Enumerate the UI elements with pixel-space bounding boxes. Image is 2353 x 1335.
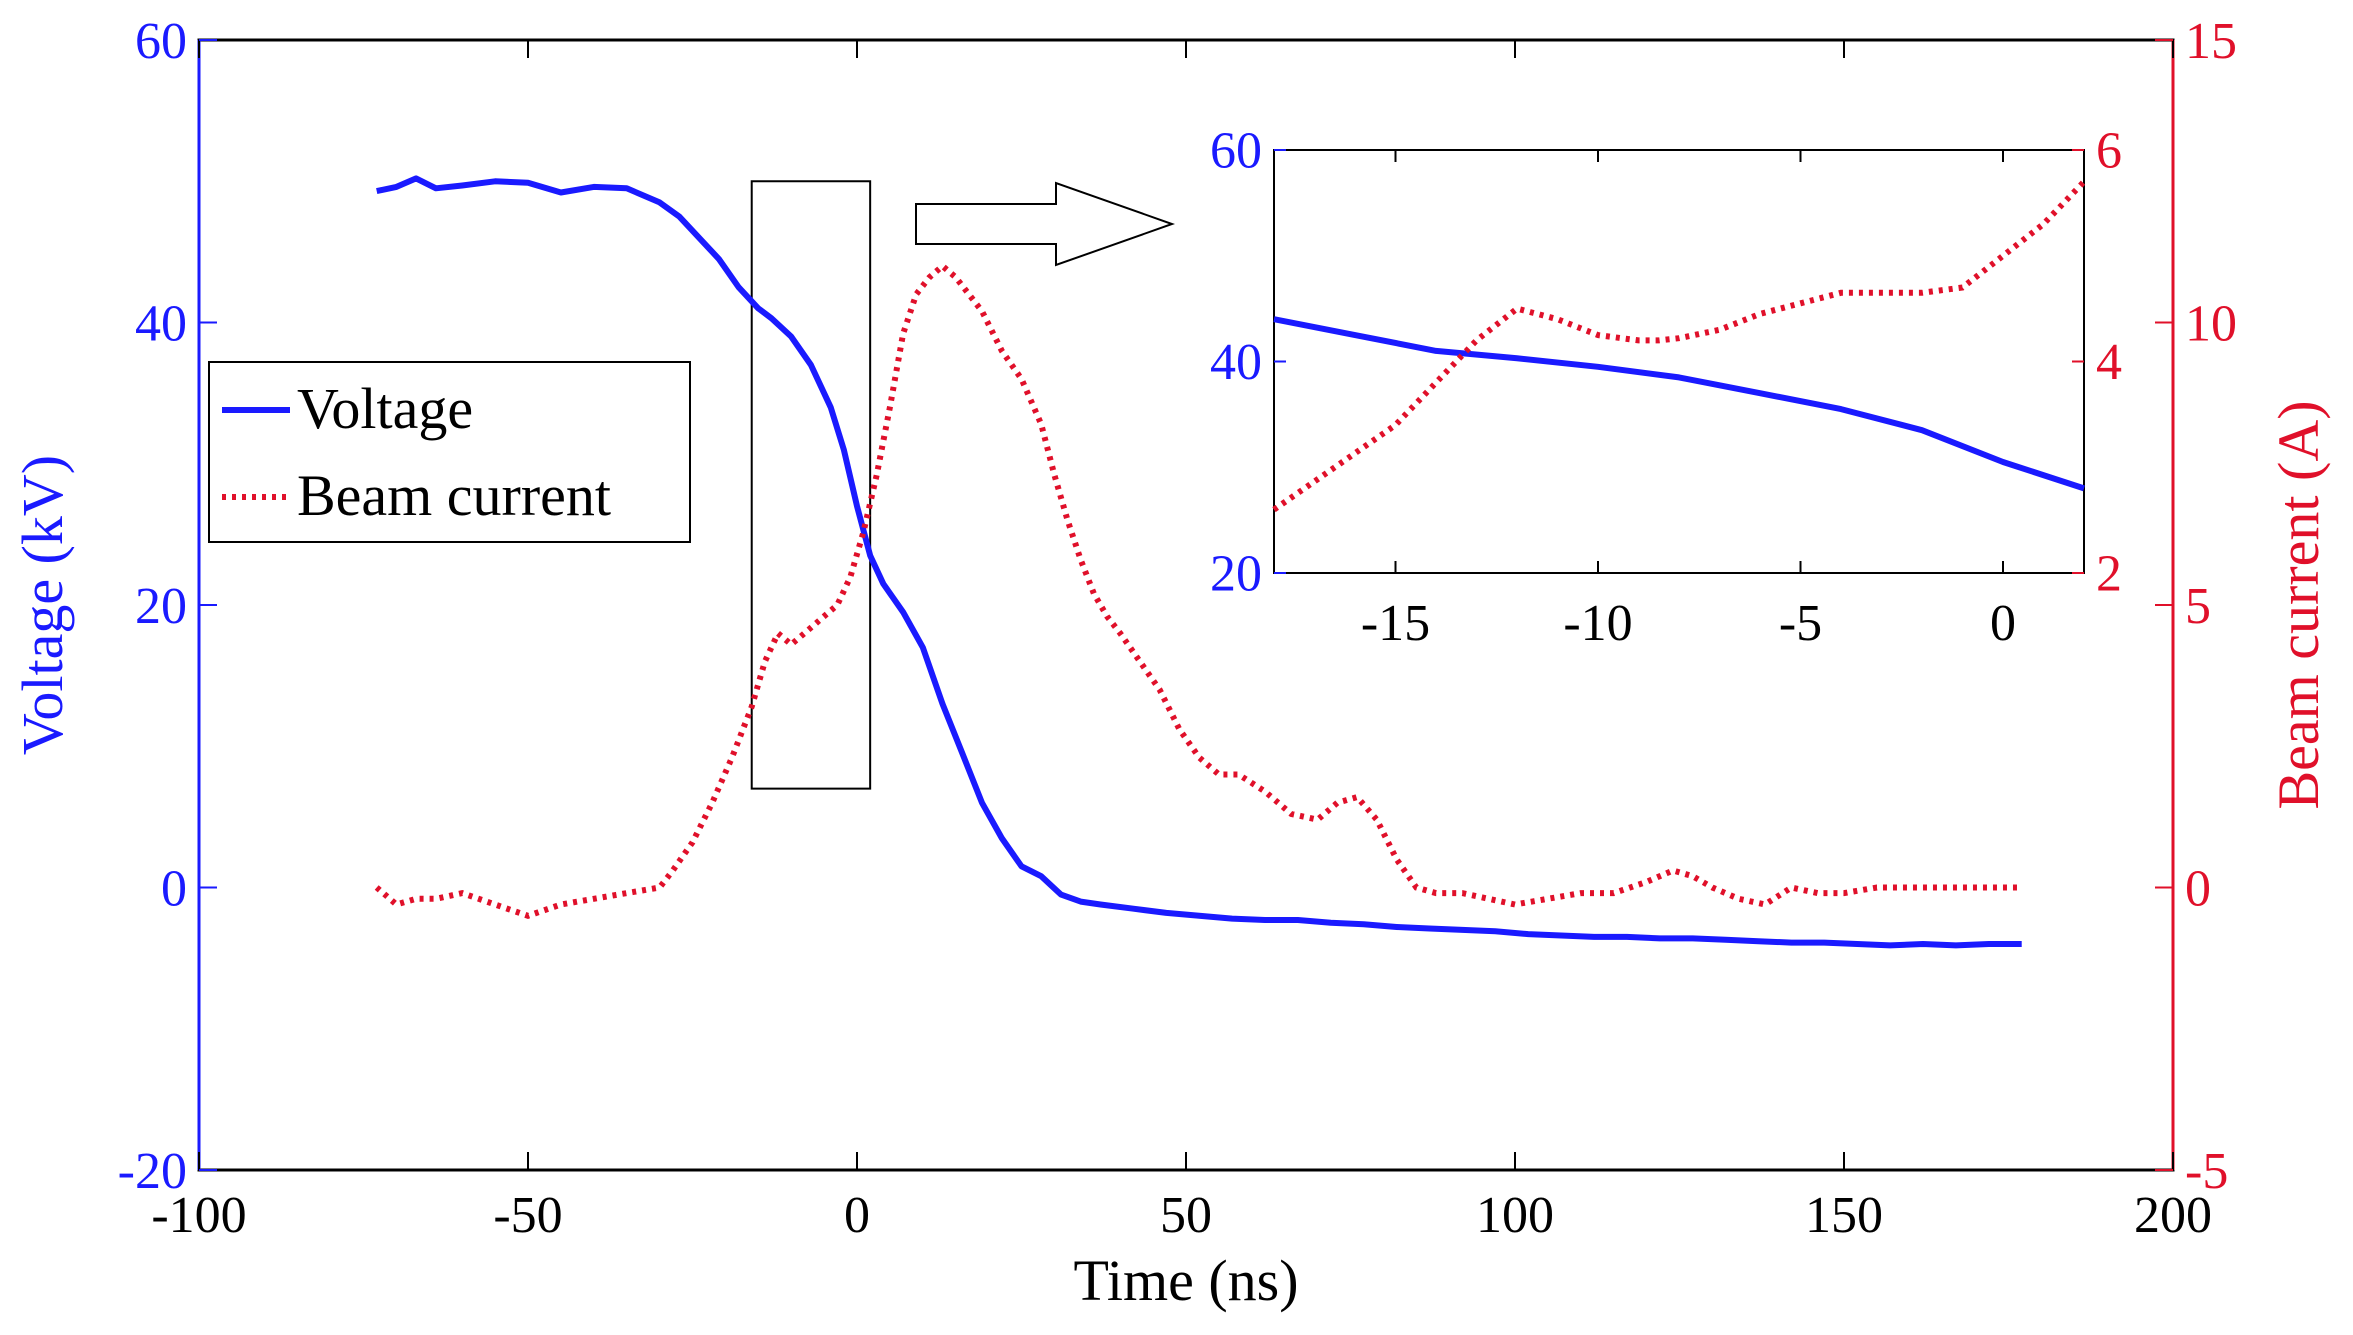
main-x-tick-label: 50: [1160, 1187, 1212, 1244]
inset-plot-frame: [1273, 149, 2085, 574]
inset-x-tick-label: -15: [1361, 595, 1430, 652]
main-x-tick-label: -50: [493, 1187, 562, 1244]
main-y2-tick-label: -5: [2185, 1143, 2228, 1200]
main-x-tick-label: -100: [151, 1187, 246, 1244]
y-axis-title: Voltage (kV): [10, 455, 75, 755]
main-x-tick-labels: -100 -50 0 50 100 150 200: [151, 1187, 2212, 1244]
main-y-tick-labels: -20 0 20 40 60: [118, 13, 187, 1200]
inset-x-tick-label: -10: [1563, 595, 1632, 652]
main-y2-tick-label: 0: [2185, 861, 2211, 918]
legend-voltage-label: Voltage: [297, 376, 473, 441]
series-beam-current-line: [374, 262, 2022, 919]
inset-x-tick-label: -5: [1779, 595, 1822, 652]
main-y2-tick-label: 10: [2185, 296, 2237, 353]
main-y-tick-label: 20: [135, 578, 187, 635]
inset-x-tick-labels: -15 -10 -5 0: [1361, 595, 2016, 652]
inset-x-tick-label: 0: [1990, 595, 2016, 652]
main-y-tick-label: -20: [118, 1143, 187, 1200]
inset-series-beam-current-line: [1272, 179, 2087, 513]
zoom-arrow: [915, 181, 1176, 267]
main-x-tick-label: 100: [1476, 1187, 1554, 1244]
main-y-tick-label: 40: [135, 296, 187, 353]
inset-y2-tick-label: 4: [2096, 334, 2122, 391]
main-y2-tick-labels: -5 0 5 10 15: [2185, 13, 2237, 1200]
main-y-tick-label: 60: [135, 13, 187, 70]
main-ticks: [198, 39, 2174, 1171]
inset-y-tick-label: 20: [1210, 546, 1262, 603]
zoom-highlight-box: [750, 180, 872, 790]
inset-y-tick-label: 40: [1210, 334, 1262, 391]
legend: Voltage Beam current: [208, 361, 691, 543]
main-y2-tick-label: 5: [2185, 578, 2211, 635]
legend-beam-current-label: Beam current: [297, 463, 611, 528]
main-x-tick-label: 200: [2134, 1187, 2212, 1244]
main-x-tick-label: 0: [844, 1187, 870, 1244]
inset-y-tick-labels: 20 40 60: [1210, 123, 1262, 603]
y2-axis-title: Beam current (A): [2266, 400, 2331, 809]
inset-y2-tick-label: 2: [2096, 546, 2122, 603]
main-y-tick-label: 0: [161, 861, 187, 918]
inset-chart: -15 -10 -5 0 20 40 60 2 4 6: [1210, 123, 2122, 653]
inset-series-voltage-line: [1273, 316, 2085, 492]
inset-y-tick-label: 60: [1210, 123, 1262, 180]
legend-box: [208, 361, 691, 543]
x-axis-title: Time (ns): [1073, 1248, 1298, 1313]
series-voltage-line: [376, 175, 2022, 949]
main-x-tick-label: 150: [1805, 1187, 1883, 1244]
inset-y2-tick-labels: 2 4 6: [2096, 123, 2122, 603]
inset-ticks: [1274, 149, 2084, 574]
inset-y2-tick-label: 6: [2096, 123, 2122, 180]
main-y2-tick-label: 15: [2185, 13, 2237, 70]
